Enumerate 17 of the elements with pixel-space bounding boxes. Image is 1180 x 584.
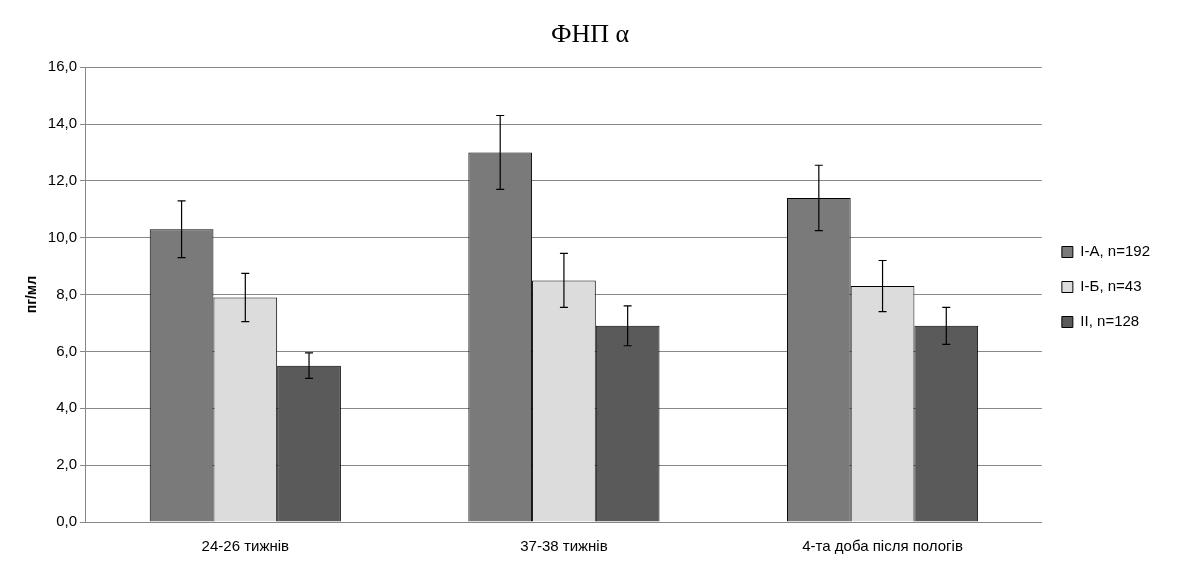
legend-label: ІІ, n=128 xyxy=(1080,312,1140,330)
y-tick-label: 0,0 xyxy=(56,512,77,530)
x-tick-label: 4-та доба після пологів xyxy=(802,537,963,555)
y-tick-label: 16,0 xyxy=(47,57,77,75)
x-tick-label: 37-38 тижнів xyxy=(520,537,608,555)
y-axis-title: пг/мл xyxy=(23,275,40,314)
x-tick-label: 24-26 тижнів xyxy=(201,537,290,555)
y-tick-label: 4,0 xyxy=(56,398,77,416)
chart-title: ФНП α xyxy=(550,19,630,49)
y-tick-label: 2,0 xyxy=(56,455,77,473)
y-tick-label: 8,0 xyxy=(56,284,77,302)
y-tick-label: 12,0 xyxy=(47,171,77,189)
y-tick-label: 10,0 xyxy=(47,227,77,245)
legend-label: І-А, n=192 xyxy=(1080,242,1151,260)
y-tick-label: 14,0 xyxy=(47,114,77,132)
y-tick-label: 6,0 xyxy=(56,341,77,359)
legend-label: І-Б, n=43 xyxy=(1080,277,1142,295)
